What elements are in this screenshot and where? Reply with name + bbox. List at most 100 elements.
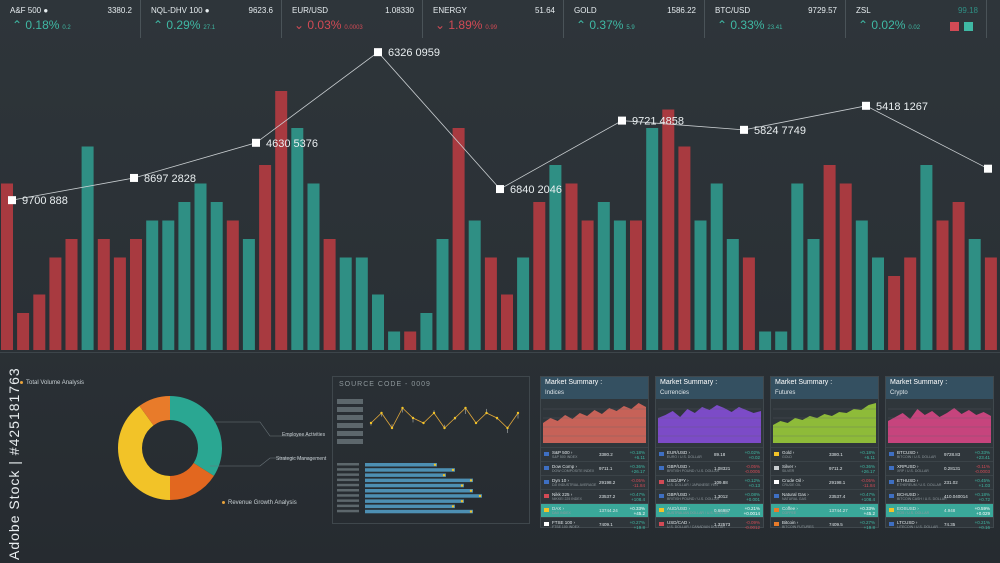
market-row-change-abs: -0.0005 [745,469,760,474]
chart-bar [404,332,416,351]
market-row-sub: XRP / U.S. DOLLAR [897,469,929,473]
market-row-price: 3380.2 [599,452,613,457]
market-row-price: 29198.2 [599,480,615,485]
chart-bar [291,128,303,350]
market-row-sub: BRITISH POUND / U.S. DOLLAR [667,469,719,473]
market-row[interactable]: DAX › DAX INDEX 13744.24 +0.33% +45.2 [541,503,648,517]
trend-point [252,139,260,147]
market-row[interactable]: USD/CAD › U.S. DOLLAR / CANADIAN DOLLAR 1.… [656,517,763,531]
market-row[interactable]: XRPUSD › XRP / U.S. DOLLAR 0.28131 -0.11% -0… [886,461,993,475]
market-row-price: 410.040014 [944,494,968,499]
ticker-item[interactable]: NQL-DHV 100 ● 9623.6 ⌃ 0.29% 27.1 [141,0,282,38]
market-row[interactable]: Crude Oil › CRUDE OIL 29198.1 -0.05% -11.84 [771,475,878,489]
ticker-item[interactable]: ZSL 99.18 ⌃ 0.02% 0.02 [846,0,987,38]
flag-icon [659,522,664,526]
market-row[interactable]: GBP/USD › BRITISH POUND / U.S. DOLLAR 1.30… [656,489,763,503]
chart-bar [678,147,690,351]
market-panel-crypto[interactable]: Market Summary : Crypto BTCUSD › BITCOIN / … [885,376,994,528]
market-row[interactable]: Dow Comp › DOW COMPOSITE INDEX 9711.1 +0.36… [541,461,648,475]
chart-bar [501,295,513,351]
mini-line-point [517,412,519,414]
mini-line-point [485,412,487,414]
ticker-change: ⌃ 0.02% 0.02 [858,18,920,32]
chart-bar [824,165,836,350]
mini-line-point [506,427,508,429]
flag-icon [774,466,779,470]
market-row[interactable]: Natural Gas › NATURAL GAS 23537.4 +0.47% +10… [771,489,878,503]
side-stock-id: Adobe Stock | #425181763 [6,367,22,560]
chart-bar [388,332,400,351]
ticker-item[interactable]: BTC/USD 9729.57 ⌃ 0.33% 23.41 [705,0,846,38]
ticker-name: EUR/USD [292,6,328,15]
market-row[interactable]: AUD/USD › AUSTRALIAN DOLLAR / U.S. DOLLAR… [656,503,763,517]
market-row[interactable]: Coffee › COFFEE 13744.27 +0.33% +45.2 [771,503,878,517]
ticker-value: 99.18 [958,6,978,15]
mini-legend-bar [337,399,363,404]
ticker-item[interactable]: EUR/USD 1.08330 ⌄ 0.03% 0.0003 [282,0,423,38]
market-row-change-abs: +45.2 [864,511,875,516]
ticker-item[interactable]: ENERGY 51.64 ⌄ 1.89% 0.99 [423,0,564,38]
market-panel-futures[interactable]: Market Summary : Futures Gold › GOLD 3380.1 +… [770,376,879,528]
ticker-change: ⌄ 1.89% 0.99 [435,18,497,32]
market-row[interactable]: BTCUSD › BITCOIN / U.S. DOLLAR 9728.83 +0.3… [886,447,993,461]
chart-bar [49,258,61,351]
market-row-change-abs: +19.8 [634,525,645,530]
mini-hbar [365,494,482,498]
mini-hbar-marker [452,505,454,507]
ticker-name: NQL-DHV 100 ● [151,6,210,15]
mini-line-point [391,427,393,429]
mini-hbar-marker [461,484,463,486]
market-row-sub: LITECOIN / U.S. DOLLAR [897,525,938,529]
market-panel-indices[interactable]: Market Summary : Indices S&P 500 › S&P 500 … [540,376,649,528]
chart-bar [662,110,674,351]
chart-bar [582,221,594,351]
market-row[interactable]: Gold › GOLD 3380.1 +0.18% +6.11 [771,447,878,461]
market-row-change-abs: +19.8 [864,525,875,530]
market-panel-currencies[interactable]: Market Summary : Currencies EUR/USD › EURO … [655,376,764,528]
market-row[interactable]: ETHUSD › ETHEREUM / U.S. DOLLAR 231.02 +0.4… [886,475,993,489]
flag-icon [544,466,549,470]
mini-line-point [443,427,445,429]
market-row[interactable]: EUR/USD › EURO / U.S. DOLLAR 89.18 +0.02% +0… [656,447,763,461]
market-row-sub: EURO / U.S. DOLLAR [667,455,702,459]
trend-point-label: 6840 2046 [510,184,562,196]
mini-hbar [365,489,473,493]
market-row[interactable]: BCHUSD › BITCOIN CASH / U.S. DOLLAR 410.04… [886,489,993,503]
mini-line-point [422,422,424,424]
market-row-price: 7409.1 [599,522,613,527]
chart-bar [791,184,803,351]
market-row[interactable]: Dyn 10 › DJI INDUSTRIAL AVERAGE 29198.2 -0.… [541,475,648,489]
market-row-price: 0.28131 [944,466,960,471]
market-row-price: 13744.24 [599,508,618,513]
market-rows: BTCUSD › BITCOIN / U.S. DOLLAR 9728.83 +0.3… [886,447,993,531]
market-row[interactable]: S&P 500 › S&P 500 INDEX 3380.2 +0.18% +6.11 [541,447,648,461]
market-row[interactable]: GBP/USD › BRITISH POUND / U.S. DOLLAR 1.08… [656,461,763,475]
mini-hbar [365,463,437,467]
market-row[interactable]: LTCUSD › LITECOIN / U.S. DOLLAR 74.35 +0.21… [886,517,993,531]
chart-bar [614,221,626,351]
market-row[interactable]: USD/JPY › U.S. DOLLAR / JAPANESE YEN 109.8… [656,475,763,489]
flag-icon [774,452,779,456]
market-row[interactable]: EOSUSD › EOS / U.S. DOLLAR 4.948 +0.59% +0.0… [886,503,993,517]
market-row[interactable]: Silver › SILVER 9711.2 +0.36% +26.17 [771,461,878,475]
market-row[interactable]: FTSE 100 › FTSE 100 INDEX 7409.1 +0.27% +19.… [541,517,648,531]
market-row[interactable]: Bitcoin › BITCOIN FUTURES 7409.5 +0.27% +19.… [771,517,878,531]
market-panel-title: Market Summary : [775,379,874,386]
ticker-value: 1586.22 [667,6,696,15]
chart-bar [195,184,207,351]
flag-icon [659,466,664,470]
ticker-item[interactable]: A&F 500 ● 3380.2 ⌃ 0.18% 0.2 [0,0,141,38]
flag-icon [889,494,894,498]
market-row-change-abs: +45.2 [634,511,645,516]
mini-hbar-label [337,463,359,466]
chart-bar [904,258,916,351]
market-row-change-abs: -0.0003 [975,469,990,474]
mini-hbar [365,473,446,477]
mini-hbar-label [337,499,359,502]
chart-bar [243,239,255,350]
market-sparkline [773,401,876,443]
ticker-item[interactable]: GOLD 1586.22 ⌃ 0.37% 5.9 [564,0,705,38]
chart-bar [340,258,352,351]
market-row[interactable]: Nikk 225 › NIKKEI 225 INDEX 23537.2 +0.47% +… [541,489,648,503]
trend-point [740,126,748,134]
